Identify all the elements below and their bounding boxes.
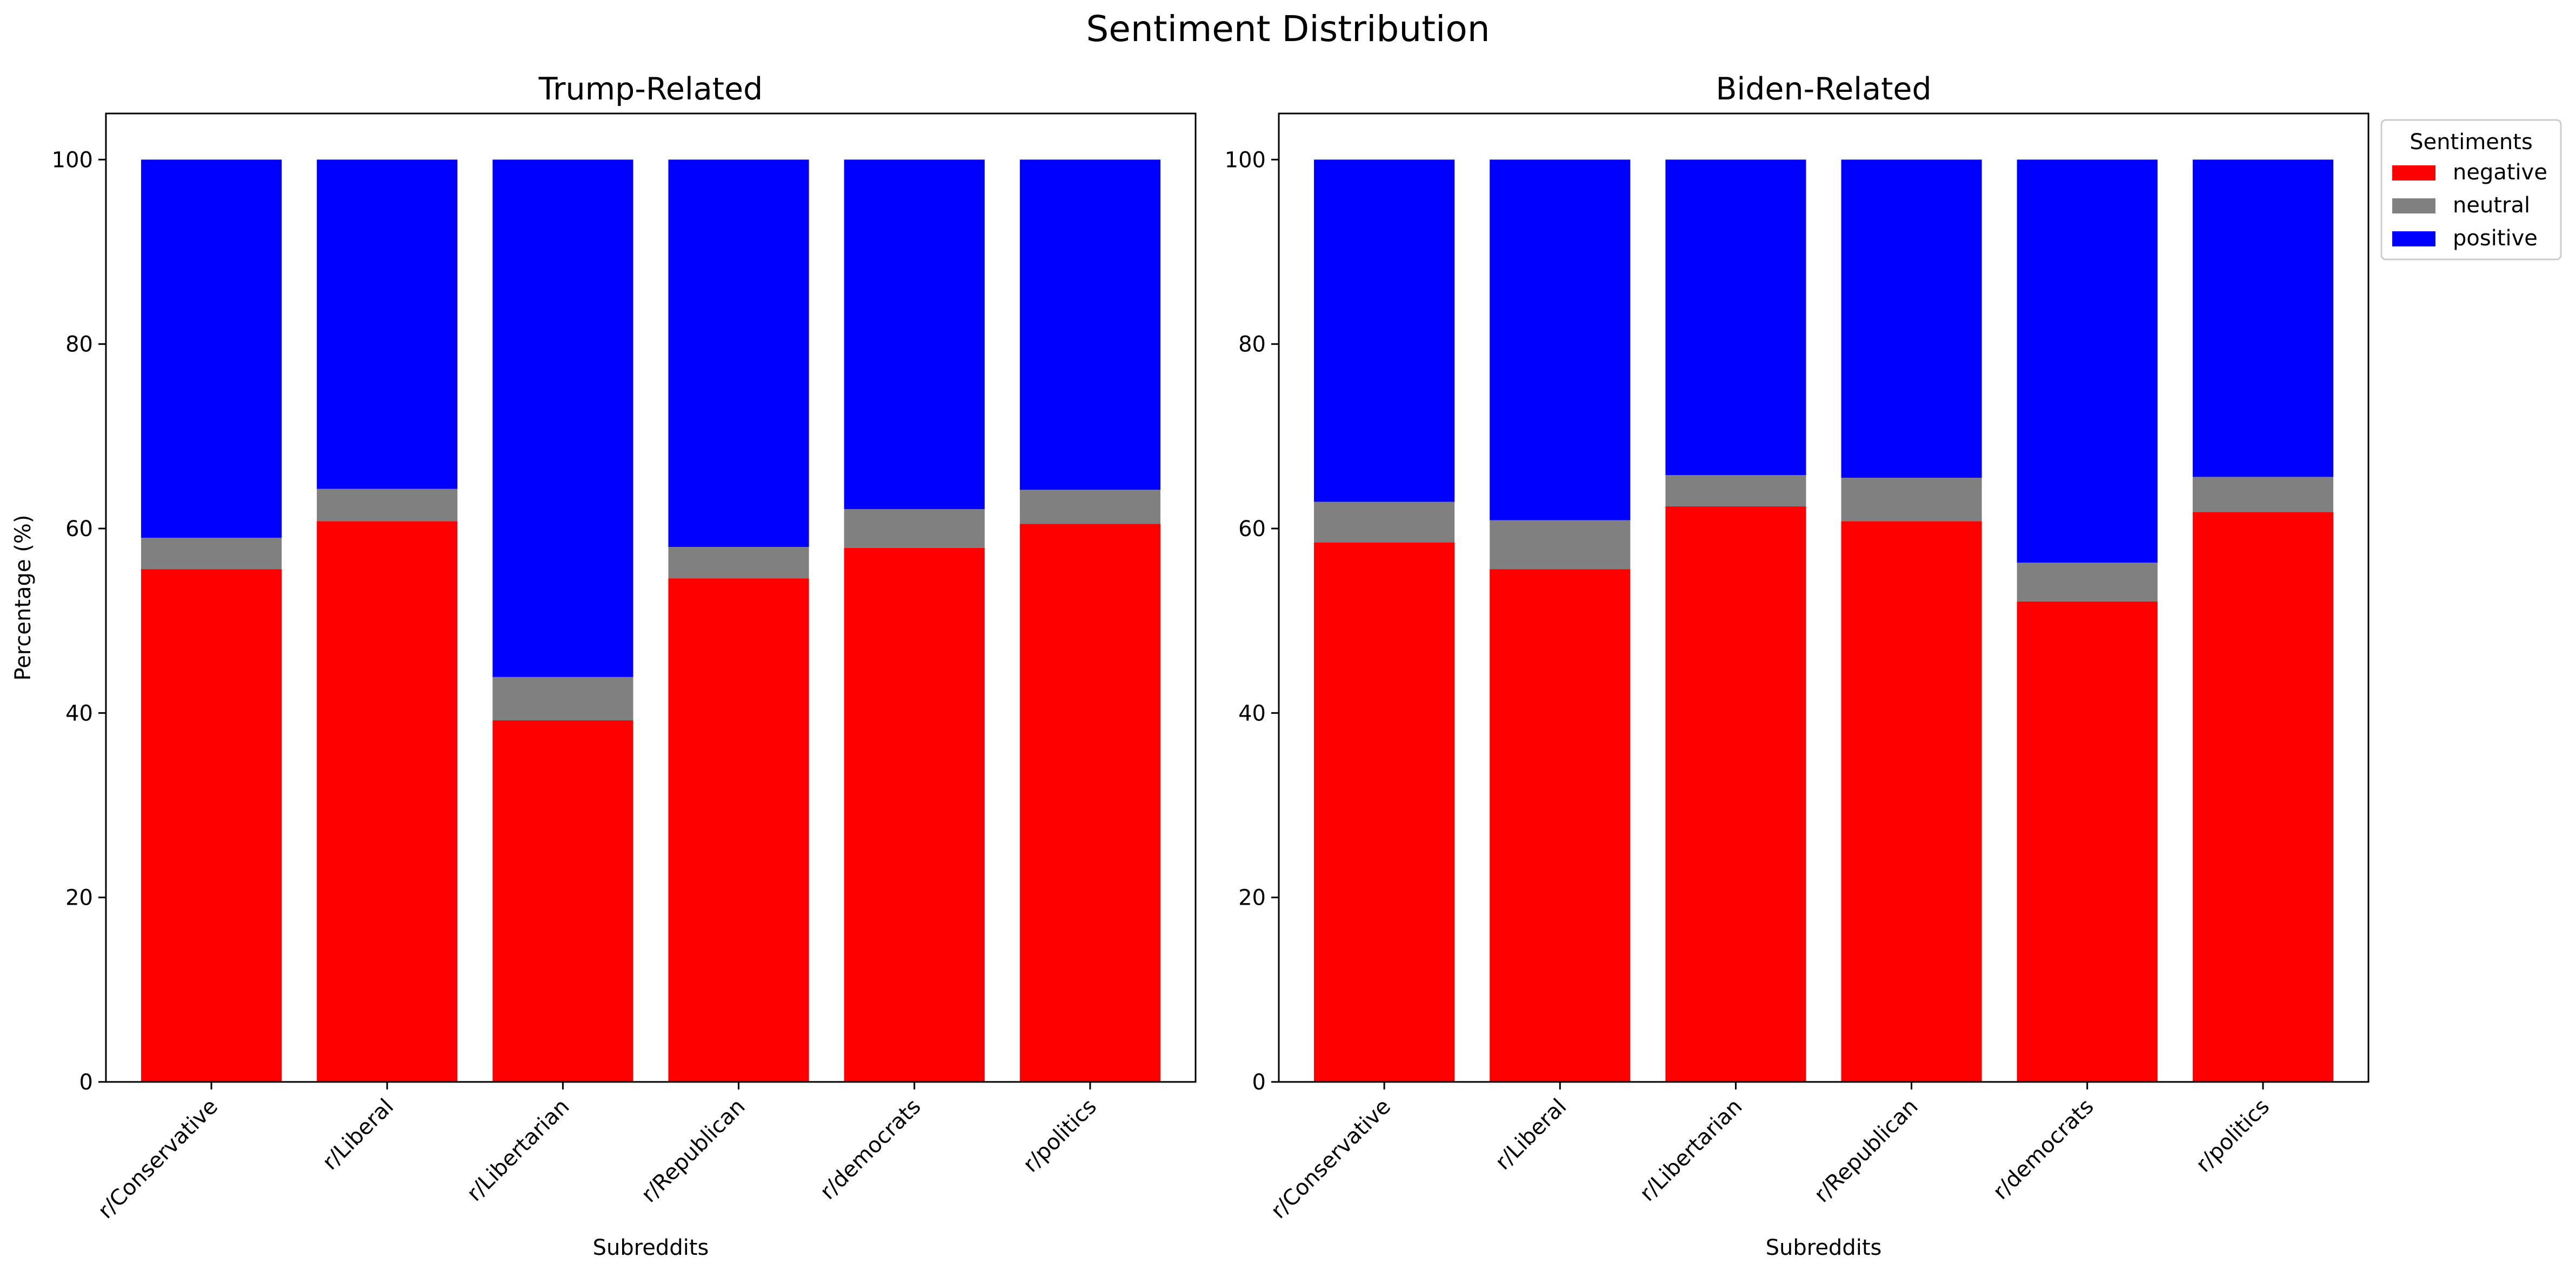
bar-positive-r-republican [668, 159, 809, 547]
bar-neutral-r-conservative [1314, 502, 1455, 543]
bar-negative-r-libertarian [1665, 506, 1806, 1082]
y-tick-label: 60 [1238, 517, 1266, 541]
bar-positive-r-democrats [2017, 159, 2158, 563]
y-tick-label: 20 [1238, 886, 1266, 911]
bar-neutral-r-politics [2192, 477, 2333, 512]
bar-positive-r-conservative [141, 159, 282, 538]
axes-frame [105, 112, 1197, 1083]
bar-negative-r-democrats [2017, 601, 2158, 1082]
axes-title: Trump-Related [538, 71, 763, 107]
y-tick-label: 100 [52, 148, 93, 172]
legend-swatch-positive [2392, 231, 2435, 246]
y-tick-label: 100 [1225, 148, 1266, 172]
y-tick-label: 60 [65, 517, 93, 541]
legend-swatch-negative [2392, 165, 2435, 180]
y-tick-label: 0 [79, 1070, 93, 1095]
bar-positive-r-republican [1841, 159, 1982, 478]
bar-neutral-r-liberal [1490, 520, 1631, 570]
y-tick-label: 40 [1238, 701, 1266, 726]
bar-negative-r-politics [1019, 524, 1160, 1082]
y-tick-label: 20 [65, 886, 93, 911]
bar-positive-r-conservative [1314, 159, 1455, 502]
legend-label-neutral: neutral [2453, 193, 2530, 218]
y-tick-label: 0 [1252, 1070, 1266, 1095]
legend-box [2380, 119, 2562, 260]
bar-positive-r-politics [1019, 159, 1160, 490]
bar-positive-r-libertarian [492, 159, 633, 677]
bar-negative-r-republican [668, 578, 809, 1082]
bar-positive-r-libertarian [1665, 159, 1806, 476]
y-axis-label: Percentage (%) [11, 515, 36, 681]
legend-label-negative: negative [2453, 160, 2547, 185]
bar-neutral-r-politics [1019, 490, 1160, 524]
bar-positive-r-democrats [844, 159, 985, 510]
bar-positive-r-politics [2192, 159, 2333, 477]
bar-positive-r-liberal [317, 159, 458, 489]
bar-negative-r-conservative [1314, 542, 1455, 1082]
y-tick-label: 80 [1238, 332, 1266, 357]
bar-neutral-r-democrats [844, 509, 985, 548]
bar-negative-r-conservative [141, 569, 282, 1082]
y-tick-label: 80 [65, 332, 93, 357]
legend-label-positive: positive [2453, 226, 2538, 251]
bar-neutral-r-conservative [141, 538, 282, 570]
bar-negative-r-republican [1841, 521, 1982, 1082]
axes-frame [1278, 112, 2370, 1083]
bar-neutral-r-republican [1841, 478, 1982, 522]
x-axis-label: Subreddits [1766, 1235, 1882, 1260]
bar-neutral-r-liberal [317, 489, 458, 522]
legend-title: Sentiments [2410, 130, 2533, 155]
bar-negative-r-libertarian [492, 720, 633, 1082]
bar-positive-r-liberal [1490, 159, 1631, 520]
bar-neutral-r-libertarian [492, 677, 633, 720]
y-tick-label: 40 [65, 701, 93, 726]
axes-title: Biden-Related [1716, 71, 1931, 107]
x-axis-label: Subreddits [593, 1235, 709, 1260]
bar-negative-r-democrats [844, 547, 985, 1082]
bar-negative-r-politics [2192, 512, 2333, 1082]
bar-negative-r-liberal [317, 521, 458, 1082]
legend: Sentiments negative neutral positive [2380, 119, 2562, 260]
bar-neutral-r-republican [668, 547, 809, 579]
legend-swatch-neutral [2392, 198, 2435, 213]
figure-title: Sentiment Distribution [1086, 8, 1490, 50]
bar-negative-r-liberal [1490, 569, 1631, 1082]
bar-neutral-r-libertarian [1665, 475, 1806, 507]
bar-neutral-r-democrats [2017, 563, 2158, 601]
